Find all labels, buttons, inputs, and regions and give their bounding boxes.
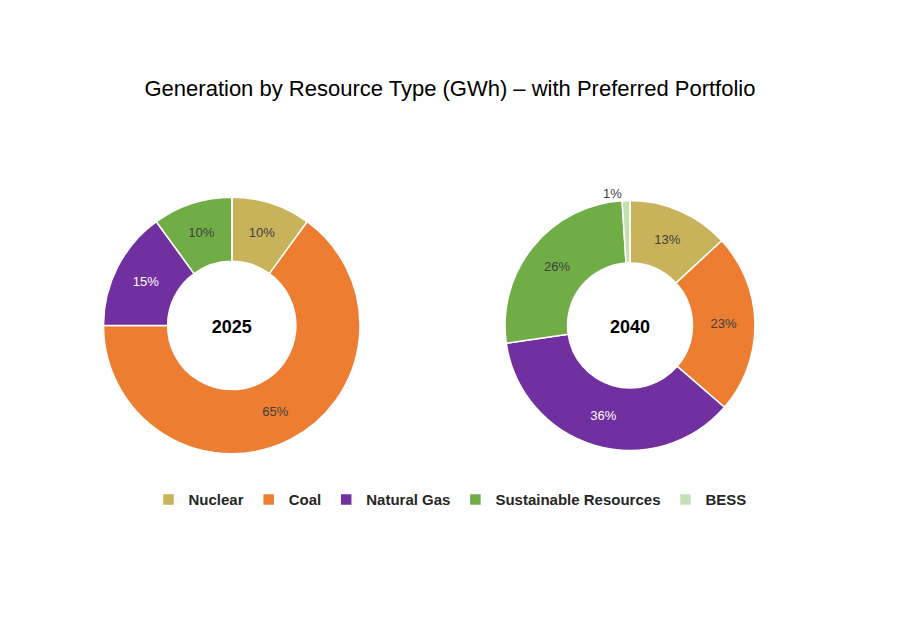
svg-text:13%: 13% [654, 232, 680, 247]
svg-text:65%: 65% [262, 404, 288, 419]
svg-text:2025: 2025 [212, 317, 252, 337]
svg-text:BESS: BESS [705, 491, 746, 508]
svg-text:Natural Gas: Natural Gas [366, 491, 450, 508]
svg-text:15%: 15% [133, 274, 159, 289]
svg-text:1%: 1% [603, 186, 622, 201]
svg-text:10%: 10% [249, 225, 275, 240]
svg-text:Nuclear: Nuclear [189, 491, 244, 508]
svg-text:Sustainable Resources: Sustainable Resources [495, 491, 660, 508]
svg-text:2040: 2040 [610, 317, 650, 337]
svg-text:10%: 10% [188, 225, 214, 240]
svg-text:23%: 23% [710, 316, 736, 331]
svg-text:36%: 36% [590, 408, 616, 423]
svg-text:26%: 26% [544, 259, 570, 274]
svg-text:Generation by Resource Type (G: Generation by Resource Type (GWh) – with… [145, 76, 756, 101]
svg-text:Coal: Coal [289, 491, 322, 508]
